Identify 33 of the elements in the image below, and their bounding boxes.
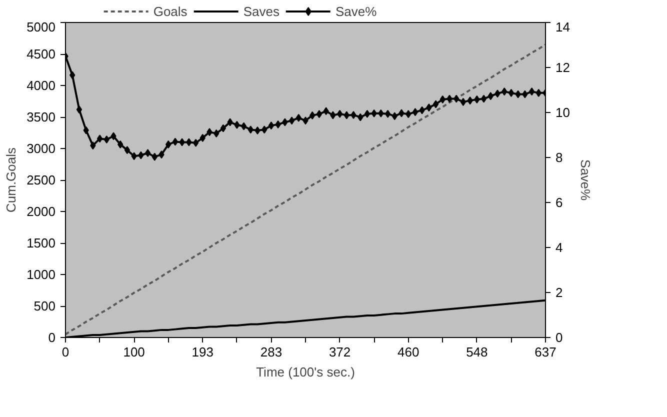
legend-label: Save%	[335, 4, 377, 18]
y-tick-label: 3000	[26, 141, 56, 156]
y-tick-label: 4500	[26, 46, 56, 62]
y2-tick-label: 0	[556, 330, 563, 345]
y2-tick-label: 4	[556, 240, 563, 255]
y2-tick-label: 14	[556, 20, 570, 34]
y2-tick-label: 2	[556, 285, 563, 300]
x-tick-label: 0	[62, 344, 70, 360]
x-tick-label: 460	[398, 344, 420, 360]
y-tick-label: 0	[48, 330, 56, 345]
legend-label: Goals	[153, 4, 188, 18]
x-tick-label: 637	[534, 344, 556, 360]
y-tick-label: 500	[34, 298, 56, 314]
x-tick-label: 193	[192, 344, 214, 360]
y-tick-label: 1500	[26, 236, 56, 250]
x-tick-label: 283	[260, 344, 282, 360]
y-axis-title: Cum.Goals	[4, 146, 19, 213]
legend-label: Saves	[243, 4, 280, 18]
y-tick-label: 4000	[26, 78, 56, 93]
y-tick-label: 3500	[26, 110, 56, 124]
y2-tick-label: 6	[556, 195, 563, 210]
y2-axis-title: Save%	[578, 159, 593, 202]
y2-tick-label: 8	[556, 150, 563, 165]
y-tick-label: 2500	[26, 172, 56, 188]
x-axis-title: Time (100's sec.)	[256, 364, 355, 380]
y-tick-label: 1000	[26, 267, 56, 282]
y-tick-label: 2000	[26, 204, 56, 219]
y2-tick-label: 12	[556, 60, 570, 75]
y2-tick-label: 10	[556, 105, 570, 120]
y-tick-label: 5000	[26, 20, 56, 34]
x-tick-label: 100	[123, 344, 145, 360]
x-tick-label: 372	[328, 344, 351, 360]
x-tick-label: 548	[466, 344, 488, 360]
